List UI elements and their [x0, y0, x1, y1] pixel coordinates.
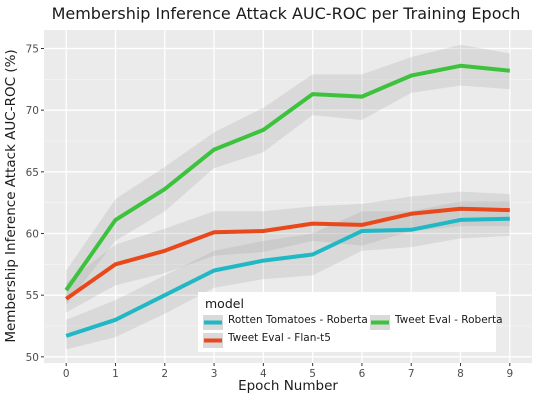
legend-label: Tweet Eval - Roberta	[394, 314, 503, 326]
legend-background	[198, 292, 496, 352]
x-axis: 0 1 2 3 4 5 6 7 8 9	[63, 363, 513, 380]
series-line	[65, 216, 510, 338]
x-tick-label: 8	[457, 368, 464, 380]
x-tick-label: 9	[506, 368, 513, 380]
y-tick-label: 60	[26, 229, 39, 241]
y-tick-label: 50	[26, 352, 39, 364]
x-tick-label: 3	[211, 368, 218, 380]
confidence-band	[66, 191, 510, 313]
confidence-ribbons	[66, 44, 510, 350]
y-tick-label: 65	[26, 167, 39, 179]
series-lines	[64, 63, 510, 338]
x-tick-label: 5	[309, 368, 316, 380]
y-tick-label: 75	[26, 44, 39, 56]
legend-title: model	[205, 296, 244, 311]
series-line	[65, 206, 510, 301]
y-tick-label: 55	[26, 290, 39, 302]
legend-items: Rotten Tomatoes - Roberta Tweet Eval - Ro…	[203, 314, 503, 348]
x-tick-label: 1	[112, 368, 119, 380]
legend: model Rotten Tomatoes - Roberta Tweet Eva…	[198, 292, 503, 352]
confidence-band	[66, 201, 510, 350]
y-axis-title: Membership Inference Attack AUC-ROC (%)	[3, 49, 19, 342]
chart-title: Membership Inference Attack AUC-ROC per …	[52, 4, 521, 23]
x-axis-title: Epoch Number	[238, 378, 338, 394]
x-tick-label: 0	[63, 368, 70, 380]
legend-label: Tweet Eval - Flan-t5	[227, 332, 331, 344]
legend-label: Rotten Tomatoes - Roberta	[228, 314, 368, 326]
confidence-band	[66, 44, 510, 306]
y-axis: 50 55 60 65 70 75	[26, 44, 44, 364]
series-line	[64, 63, 510, 292]
x-tick-label: 7	[408, 368, 415, 380]
x-tick-label: 6	[359, 368, 366, 380]
y-tick-label: 70	[26, 105, 39, 117]
x-tick-label: 2	[161, 368, 168, 380]
x-tick-label: 4	[260, 368, 267, 380]
